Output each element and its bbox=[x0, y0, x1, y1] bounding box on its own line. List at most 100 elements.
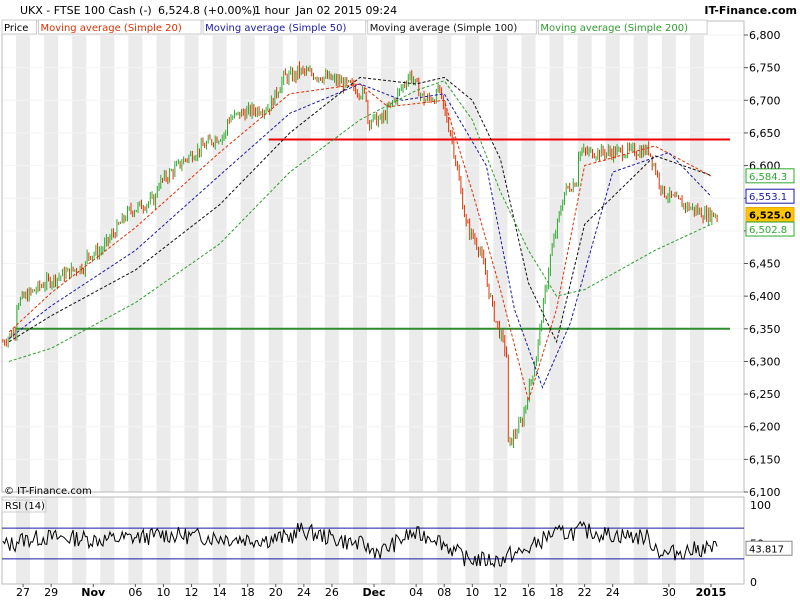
legend-item-label: Moving average (Simple 100) bbox=[370, 23, 518, 34]
session-band bbox=[44, 497, 59, 584]
rsi-panel: RSI (14)10050043.817 bbox=[1, 496, 793, 589]
moving-average-lines bbox=[8, 76, 712, 403]
datetime-label: Jan 02 2015 09:24 bbox=[295, 4, 397, 17]
legend-item-box bbox=[38, 19, 202, 35]
legend-item-box bbox=[367, 19, 537, 35]
price-label-text: 6,525.0 bbox=[749, 211, 791, 222]
time-tick-label: 18 bbox=[241, 586, 255, 599]
time-tick-label: 14 bbox=[213, 586, 227, 599]
price-label-box bbox=[745, 221, 795, 237]
price-tick-label: 6,350 bbox=[749, 323, 781, 336]
indicator-legend: Price Moving average (Simple 20) Moving av… bbox=[1, 19, 708, 35]
time-tick-label: 04 bbox=[409, 586, 423, 599]
session-band bbox=[493, 497, 508, 584]
session-band bbox=[605, 497, 620, 584]
rsi-value-label: 43.817 bbox=[749, 544, 784, 555]
session-band bbox=[409, 497, 424, 584]
interval-label: 1 hour bbox=[254, 4, 290, 17]
price-tick-label: 6,650 bbox=[749, 127, 781, 140]
session-band bbox=[437, 497, 452, 584]
time-tick-label: 08 bbox=[437, 586, 451, 599]
session-band bbox=[184, 497, 199, 584]
time-tick-label: 10 bbox=[156, 586, 170, 599]
rsi-panel-frame bbox=[1, 496, 745, 585]
time-tick-label: 24 bbox=[606, 586, 620, 599]
session-band bbox=[521, 497, 536, 584]
time-tick-label: 26 bbox=[325, 586, 339, 599]
rsi-title-box bbox=[1, 499, 47, 513]
time-tick-label: 22 bbox=[578, 586, 592, 599]
session-band bbox=[100, 497, 115, 584]
session-band bbox=[633, 497, 648, 584]
rsi-tick-label: 0 bbox=[750, 576, 757, 589]
session-band bbox=[324, 497, 339, 584]
time-tick-label: 12 bbox=[493, 586, 507, 599]
moving-average-line bbox=[8, 80, 712, 362]
rsi-value-box bbox=[745, 540, 793, 556]
price-label-box bbox=[745, 188, 795, 204]
time-tick-label: Nov bbox=[81, 586, 106, 599]
legend-item-label: Moving average (Simple 50) bbox=[205, 23, 346, 34]
price-labels: 6,584.3 6,553.1 6,525.0 6,502.8 bbox=[745, 168, 795, 237]
price-tick-label: 6,700 bbox=[749, 94, 781, 107]
price-tick-label: 6,800 bbox=[749, 29, 781, 42]
time-tick-label: 18 bbox=[550, 586, 564, 599]
session-band bbox=[156, 497, 171, 584]
time-tick-label: 27 bbox=[16, 586, 30, 599]
price-label-box bbox=[745, 168, 795, 184]
time-tick-label: 10 bbox=[465, 586, 479, 599]
rsi-title: RSI (14) bbox=[5, 501, 45, 512]
session-band bbox=[381, 497, 396, 584]
time-tick-label: 24 bbox=[297, 586, 311, 599]
moving-average-line bbox=[8, 83, 712, 389]
moving-average-line bbox=[8, 83, 712, 403]
session-band bbox=[577, 497, 592, 584]
time-tick-label: Dec bbox=[362, 586, 385, 599]
copyright-label: © IT-Finance.com bbox=[4, 486, 92, 497]
time-tick-label: 16 bbox=[521, 586, 535, 599]
chart-title: UKX - FTSE 100 Cash (-) bbox=[20, 4, 152, 17]
session-band bbox=[549, 497, 564, 584]
price-label-text: 6,584.3 bbox=[749, 172, 787, 183]
time-tick-label: 29 bbox=[44, 586, 58, 599]
rsi-tick-label: 100 bbox=[750, 499, 771, 512]
session-band bbox=[465, 497, 480, 584]
time-tick-label: 20 bbox=[269, 586, 283, 599]
price-tick-label: 6,150 bbox=[749, 453, 781, 466]
time-axis: 27 29 Nov 06 10 12 14 18 20 24 26 Dec 04 08 10 12 16 18 22… bbox=[16, 584, 726, 599]
price-tick-label: 6,450 bbox=[749, 258, 781, 271]
moving-average-line bbox=[8, 76, 712, 344]
title-bar: UKX - FTSE 100 Cash (-) 6,524.8 (+0.00%)… bbox=[20, 4, 797, 17]
price-tick-label: 6,300 bbox=[749, 355, 781, 368]
brand-label: IT-Finance.com bbox=[704, 4, 797, 17]
legend-item-label: Moving average (Simple 200) bbox=[540, 23, 688, 34]
legend-item-box bbox=[537, 19, 708, 35]
time-tick-label: 30 bbox=[662, 586, 676, 599]
session-band bbox=[689, 497, 704, 584]
price-tick-label: 6,750 bbox=[749, 62, 781, 75]
price-label-text: 6,502.8 bbox=[749, 225, 787, 236]
price-tick-label: 6,200 bbox=[749, 421, 781, 434]
legend-item-box bbox=[202, 19, 367, 35]
legend-item-box bbox=[1, 19, 37, 35]
session-band bbox=[128, 497, 143, 584]
price-candles bbox=[2, 61, 718, 449]
rsi-line bbox=[2, 520, 718, 568]
support-resistance-lines bbox=[16, 138, 730, 330]
quote-value: 6,524.8 (+0.00%) bbox=[158, 4, 256, 17]
price-tick-label: 6,250 bbox=[749, 388, 781, 401]
legend-item-label: Moving average (Simple 20) bbox=[41, 23, 182, 34]
session-band bbox=[661, 497, 676, 584]
legend-item-label: Price bbox=[4, 23, 28, 34]
time-tick-label: 12 bbox=[185, 586, 199, 599]
price-tick-label: 6,100 bbox=[749, 486, 781, 499]
session-band bbox=[268, 497, 283, 584]
session-band bbox=[296, 497, 311, 584]
time-tick-label: 06 bbox=[128, 586, 142, 599]
time-tick-label: 2015 bbox=[696, 586, 727, 599]
session-band bbox=[72, 497, 87, 584]
price-label-text: 6,553.1 bbox=[749, 192, 787, 203]
session-band bbox=[240, 497, 255, 584]
